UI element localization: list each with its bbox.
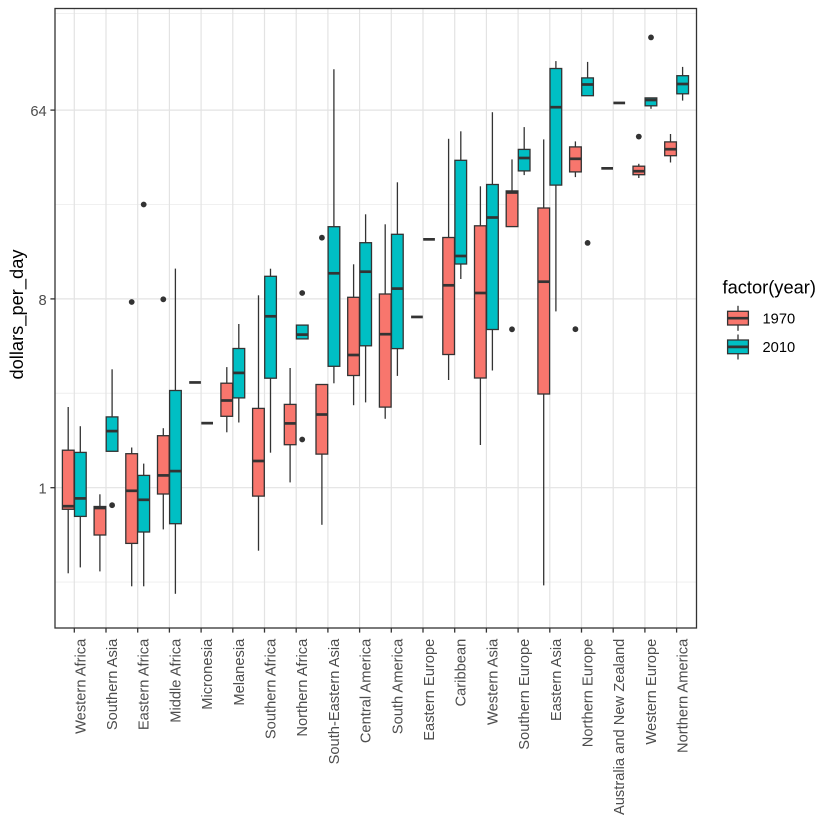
svg-text:Northern Europe: Northern Europe [581, 639, 597, 748]
svg-text:Eastern Asia: Eastern Asia [549, 638, 565, 721]
svg-text:1970: 1970 [763, 311, 796, 327]
svg-text:Micronesia: Micronesia [200, 638, 216, 710]
svg-text:Eastern Europe: Eastern Europe [422, 639, 438, 741]
svg-text:Eastern Africa: Eastern Africa [137, 638, 153, 730]
svg-text:Central America: Central America [359, 638, 375, 743]
svg-text:Southern Europe: Southern Europe [517, 639, 533, 750]
svg-text:Middle Africa: Middle Africa [168, 638, 184, 723]
svg-text:dollars_per_day: dollars_per_day [6, 249, 28, 380]
svg-text:Melanesia: Melanesia [232, 638, 248, 706]
svg-text:Northern Africa: Northern Africa [295, 638, 311, 737]
svg-text:8: 8 [39, 293, 47, 309]
svg-text:South America: South America [390, 638, 406, 734]
svg-text:Western Africa: Western Africa [73, 638, 89, 734]
svg-text:Australia and New Zealand: Australia and New Zealand [612, 639, 628, 815]
svg-text:factor(year): factor(year) [723, 277, 816, 298]
svg-text:Western Europe: Western Europe [644, 639, 660, 745]
svg-text:South-Eastern Asia: South-Eastern Asia [327, 638, 343, 765]
svg-text:Northern America: Northern America [676, 638, 692, 753]
svg-text:2010: 2010 [763, 340, 796, 356]
svg-text:Western Asia: Western Asia [485, 638, 501, 725]
svg-text:Southern Asia: Southern Asia [105, 638, 121, 730]
svg-text:1: 1 [39, 482, 47, 498]
svg-text:Southern Africa: Southern Africa [264, 638, 280, 739]
svg-text:Caribbean: Caribbean [454, 639, 470, 707]
svg-text:64: 64 [30, 104, 46, 120]
